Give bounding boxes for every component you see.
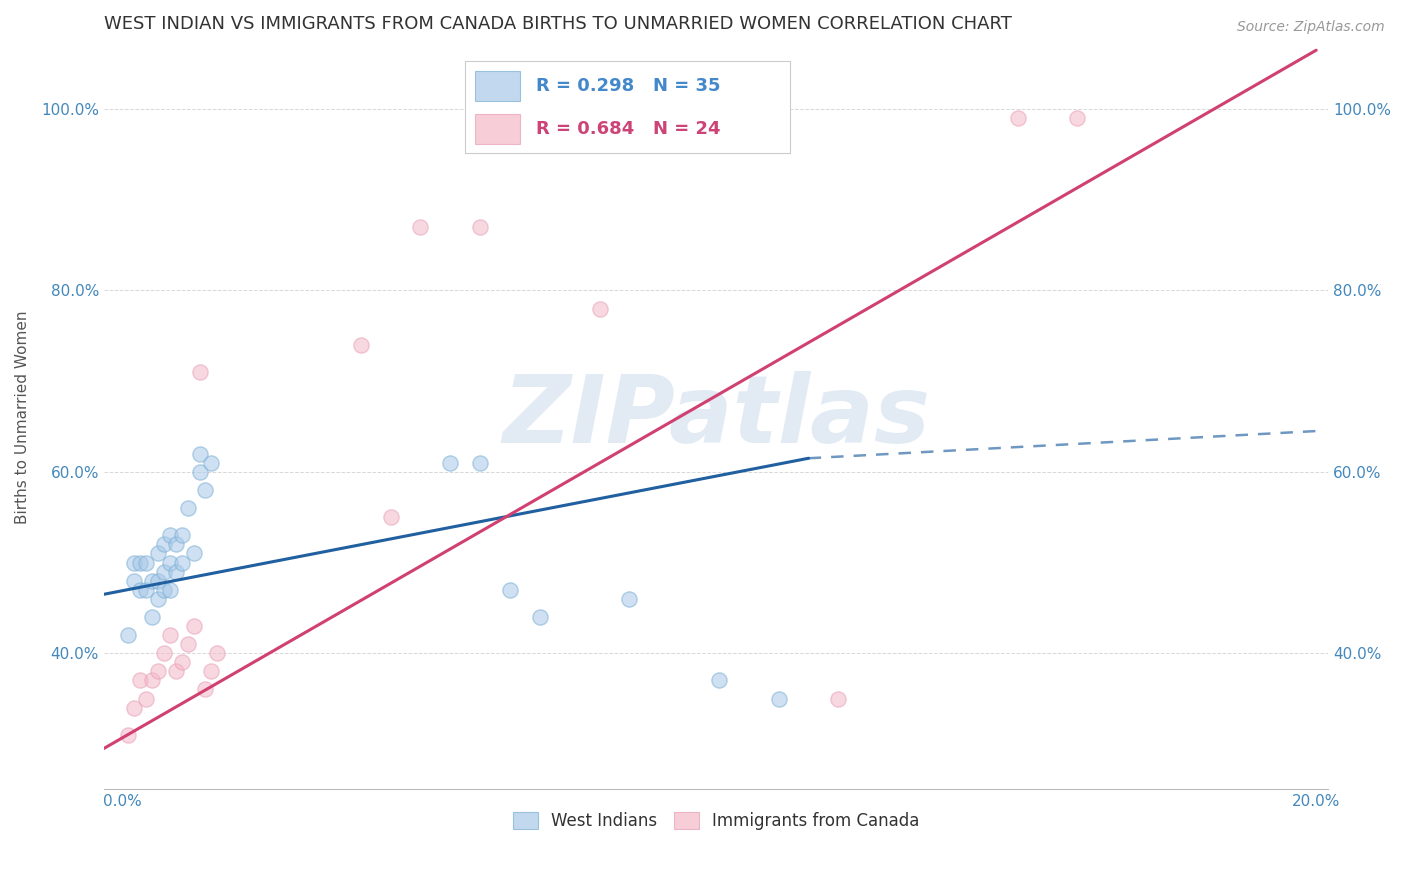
Point xyxy=(165,565,187,579)
Point xyxy=(159,556,181,570)
Point xyxy=(117,728,139,742)
Point xyxy=(122,700,145,714)
Point xyxy=(128,673,150,688)
Point xyxy=(470,456,492,470)
Point xyxy=(194,483,217,497)
Point xyxy=(200,665,222,679)
Point xyxy=(117,628,139,642)
Point xyxy=(207,646,229,660)
Point xyxy=(146,665,169,679)
Point xyxy=(619,591,641,606)
Point xyxy=(128,582,150,597)
Text: Source: ZipAtlas.com: Source: ZipAtlas.com xyxy=(1237,20,1385,34)
Point xyxy=(159,628,181,642)
Point xyxy=(188,365,211,379)
Point xyxy=(470,220,492,235)
Point xyxy=(194,682,217,697)
Point xyxy=(768,691,790,706)
Text: ZIPatlas: ZIPatlas xyxy=(502,371,931,464)
Point xyxy=(170,655,193,669)
Point xyxy=(183,546,205,560)
Point xyxy=(146,574,169,588)
Point xyxy=(165,665,187,679)
Text: WEST INDIAN VS IMMIGRANTS FROM CANADA BIRTHS TO UNMARRIED WOMEN CORRELATION CHAR: WEST INDIAN VS IMMIGRANTS FROM CANADA BI… xyxy=(104,15,1012,33)
Point xyxy=(170,528,193,542)
Point xyxy=(188,447,211,461)
Point xyxy=(529,610,551,624)
Point xyxy=(188,465,211,479)
Legend: West Indians, Immigrants from Canada: West Indians, Immigrants from Canada xyxy=(506,805,927,837)
Point xyxy=(122,556,145,570)
Point xyxy=(200,456,222,470)
Point xyxy=(152,537,174,551)
Point xyxy=(152,646,174,660)
Y-axis label: Births to Unmarried Women: Births to Unmarried Women xyxy=(15,310,30,524)
Point xyxy=(135,582,157,597)
Point xyxy=(146,591,169,606)
Point xyxy=(122,574,145,588)
Point xyxy=(827,691,849,706)
Point xyxy=(176,501,198,516)
Point xyxy=(128,556,150,570)
Point xyxy=(350,338,373,352)
Point xyxy=(141,610,163,624)
Point xyxy=(380,510,402,524)
Point xyxy=(141,673,163,688)
Point xyxy=(1007,112,1029,126)
Point xyxy=(152,565,174,579)
Point xyxy=(135,556,157,570)
Point xyxy=(170,556,193,570)
Point xyxy=(439,456,461,470)
Point xyxy=(176,637,198,651)
Point xyxy=(159,528,181,542)
Point xyxy=(159,582,181,597)
Point xyxy=(141,574,163,588)
Point xyxy=(152,582,174,597)
Point xyxy=(707,673,730,688)
Point xyxy=(165,537,187,551)
Point xyxy=(409,220,432,235)
Point xyxy=(183,619,205,633)
Point xyxy=(146,546,169,560)
Point xyxy=(1066,112,1088,126)
Point xyxy=(135,691,157,706)
Point xyxy=(588,301,610,316)
Point xyxy=(499,582,522,597)
